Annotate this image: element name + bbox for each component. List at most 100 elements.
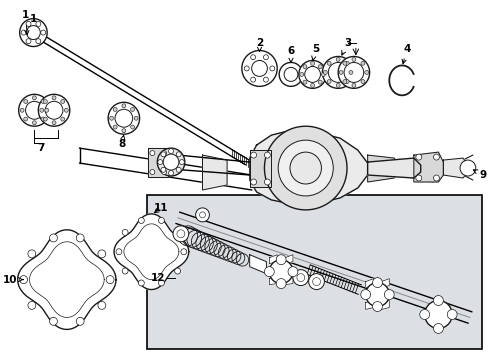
Circle shape — [162, 170, 166, 175]
Circle shape — [351, 84, 355, 87]
Polygon shape — [443, 158, 467, 178]
Circle shape — [360, 80, 364, 84]
Text: 11: 11 — [154, 203, 168, 213]
Text: 4: 4 — [401, 44, 410, 64]
Circle shape — [157, 148, 184, 176]
Polygon shape — [365, 279, 373, 288]
Circle shape — [269, 66, 274, 71]
Circle shape — [158, 217, 164, 224]
Bar — [147, 195, 481, 349]
Circle shape — [276, 255, 285, 265]
Polygon shape — [381, 279, 388, 288]
Circle shape — [20, 19, 47, 46]
Circle shape — [181, 249, 186, 255]
Circle shape — [419, 310, 429, 319]
Circle shape — [122, 129, 125, 133]
Circle shape — [338, 57, 369, 88]
Polygon shape — [367, 155, 398, 182]
Circle shape — [122, 268, 128, 274]
Circle shape — [108, 102, 139, 134]
Circle shape — [150, 150, 155, 156]
Circle shape — [351, 58, 355, 62]
Circle shape — [28, 250, 36, 258]
Circle shape — [158, 159, 163, 165]
Circle shape — [264, 152, 270, 158]
Circle shape — [26, 22, 31, 26]
Circle shape — [177, 230, 184, 238]
Circle shape — [25, 101, 43, 119]
Circle shape — [134, 116, 138, 120]
Polygon shape — [367, 158, 420, 178]
Circle shape — [264, 179, 270, 185]
Circle shape — [161, 152, 165, 157]
Circle shape — [24, 99, 28, 103]
Circle shape — [150, 170, 155, 175]
Circle shape — [327, 62, 347, 82]
Circle shape — [176, 152, 181, 157]
Circle shape — [251, 60, 267, 76]
Circle shape — [41, 99, 45, 103]
Circle shape — [122, 229, 128, 235]
Circle shape — [116, 249, 122, 255]
Circle shape — [250, 152, 256, 158]
Circle shape — [26, 26, 40, 40]
Circle shape — [279, 62, 302, 86]
Circle shape — [310, 84, 314, 87]
Polygon shape — [114, 214, 188, 289]
Circle shape — [163, 154, 179, 170]
Text: 7: 7 — [38, 143, 45, 153]
Circle shape — [130, 107, 134, 112]
Polygon shape — [285, 255, 292, 264]
Polygon shape — [413, 152, 443, 182]
Circle shape — [24, 117, 28, 121]
Circle shape — [310, 62, 314, 66]
Circle shape — [64, 108, 68, 112]
Circle shape — [98, 301, 105, 309]
Circle shape — [348, 71, 352, 75]
Circle shape — [365, 283, 388, 306]
Polygon shape — [285, 276, 292, 285]
Circle shape — [433, 323, 443, 333]
Circle shape — [21, 30, 26, 35]
Circle shape — [278, 140, 332, 196]
Circle shape — [45, 101, 63, 119]
Polygon shape — [365, 301, 373, 310]
Circle shape — [433, 154, 439, 160]
Circle shape — [26, 39, 31, 44]
Polygon shape — [202, 155, 226, 190]
Circle shape — [318, 80, 322, 84]
Circle shape — [459, 160, 475, 176]
Circle shape — [303, 65, 306, 69]
Circle shape — [326, 80, 330, 84]
Circle shape — [269, 260, 292, 284]
Circle shape — [113, 125, 117, 129]
Circle shape — [360, 289, 370, 300]
Circle shape — [415, 175, 421, 181]
Polygon shape — [249, 150, 271, 187]
Text: 10: 10 — [3, 275, 23, 285]
Circle shape — [372, 302, 382, 311]
Circle shape — [52, 121, 56, 125]
Text: 1: 1 — [30, 14, 37, 24]
Circle shape — [122, 104, 125, 108]
Circle shape — [336, 58, 340, 62]
Circle shape — [36, 22, 41, 26]
Circle shape — [158, 280, 164, 286]
Circle shape — [342, 80, 346, 84]
Circle shape — [336, 84, 340, 87]
Circle shape — [20, 108, 24, 112]
Circle shape — [43, 99, 47, 103]
Circle shape — [36, 39, 41, 44]
Circle shape — [321, 72, 325, 76]
Circle shape — [113, 107, 117, 112]
Text: 1: 1 — [22, 10, 29, 35]
Circle shape — [292, 270, 308, 285]
Circle shape — [44, 108, 49, 112]
Circle shape — [32, 96, 36, 100]
Circle shape — [308, 274, 324, 289]
Circle shape — [322, 57, 353, 88]
Text: 6: 6 — [287, 45, 294, 62]
Circle shape — [199, 212, 205, 218]
Text: 5: 5 — [311, 44, 319, 60]
Circle shape — [76, 317, 84, 325]
